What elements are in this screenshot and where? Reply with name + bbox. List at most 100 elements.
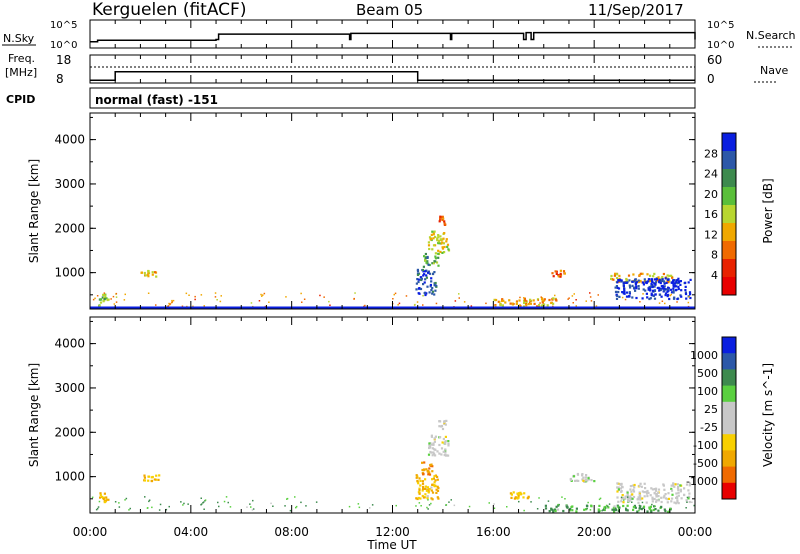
echo-cell: [438, 220, 441, 223]
echo-cell: [509, 492, 512, 495]
echo-cell: [559, 272, 562, 275]
echo-cell: [417, 496, 420, 500]
echo-cell: [660, 295, 663, 298]
echo-cell: [447, 454, 450, 457]
echo-cell: [442, 450, 445, 453]
echo-cell: [557, 504, 560, 507]
echo-cell: [115, 301, 118, 303]
echo-cell: [575, 479, 578, 482]
echo-cell: [540, 296, 542, 298]
echo-cell: [629, 495, 632, 498]
nsky-tick-low: 10^0: [50, 40, 77, 51]
echo-cell: [444, 423, 447, 426]
echo-cell: [642, 505, 646, 508]
echo-cell: [260, 293, 262, 296]
echo-cell: [98, 304, 101, 308]
echo-cell: [666, 501, 669, 504]
echo-cell: [436, 450, 439, 453]
echo-cell: [623, 499, 625, 501]
echo-cell: [99, 496, 102, 499]
echo-cell: [434, 252, 437, 255]
cpid-panel-frame: [89, 87, 696, 109]
echo-cell: [550, 301, 553, 305]
echo-cell: [631, 497, 634, 500]
echo-cell: [444, 223, 447, 226]
echo-cell: [516, 492, 519, 496]
echo-cell: [646, 495, 649, 498]
echo-cell: [631, 493, 634, 496]
echo-cell: [616, 482, 619, 485]
echo-cell: [559, 274, 563, 277]
echo-cell: [575, 305, 577, 307]
echo-cell: [168, 505, 170, 508]
echo-cell: [661, 287, 664, 290]
echo-cell: [305, 505, 307, 507]
echo-cell: [155, 474, 158, 477]
echo-cell: [105, 496, 108, 499]
echo-cell: [617, 486, 620, 489]
velocity-colorbar-label: Velocity [m s^-1]: [761, 363, 775, 467]
echo-cell: [364, 304, 366, 307]
echo-cell: [110, 298, 112, 300]
echo-cell: [416, 301, 419, 303]
echo-cell: [593, 480, 596, 483]
echo-cell: [617, 287, 621, 290]
echo-cell: [428, 504, 431, 506]
echo-cell: [544, 504, 547, 507]
echo-cell: [533, 302, 536, 305]
echo-cell: [673, 485, 676, 488]
echo-cell: [427, 270, 430, 273]
echo-cell: [124, 293, 126, 296]
colorbar-segment: [722, 401, 736, 419]
echo-cell: [664, 302, 666, 305]
echo-cell: [586, 479, 589, 482]
y-tick-label: 3000: [54, 381, 85, 395]
colorbar-segment: [722, 223, 736, 242]
echo-cell: [143, 474, 146, 477]
echo-cell: [220, 295, 222, 297]
echo-cell: [97, 506, 100, 508]
echo-cell: [115, 292, 118, 295]
colorbar-segment: [722, 151, 736, 170]
echo-cell: [428, 473, 432, 476]
power-ylabel: Slant Range [km]: [27, 159, 41, 263]
echo-cell: [444, 451, 447, 454]
echo-cell: [669, 294, 671, 297]
echo-cell: [447, 440, 450, 443]
velocity-colorbar: 1000 500 100 25 -25 -100 -500 -1000: [686, 336, 737, 500]
echo-cell: [99, 301, 103, 304]
echo-cell: [670, 487, 673, 490]
echo-cell: [649, 494, 652, 497]
echo-cell: [103, 292, 106, 294]
echo-cell: [637, 498, 640, 501]
echo-cell: [143, 271, 146, 275]
echo-cell: [431, 454, 434, 457]
echo-cell: [422, 295, 424, 297]
colorbar-segment: [722, 353, 736, 370]
echo-cell: [430, 502, 432, 505]
echo-cell: [624, 298, 627, 301]
colorbar-segment: [722, 385, 736, 403]
freq-label-line2: [MHz]: [5, 66, 37, 79]
echo-cell: [684, 289, 687, 292]
echo-cell: [424, 270, 427, 273]
echo-cell: [426, 495, 429, 498]
echo-cell: [666, 498, 669, 501]
echo-cell: [420, 505, 422, 507]
echo-cell: [263, 292, 266, 295]
echo-cell: [415, 505, 417, 507]
echo-cell: [421, 480, 424, 483]
echo-cell: [435, 285, 438, 288]
echo-cell: [648, 287, 652, 290]
echo-cell: [689, 296, 692, 300]
echo-cell: [687, 281, 690, 284]
echo-cell: [204, 499, 207, 501]
echo-cell: [437, 234, 440, 237]
echo-cell: [541, 300, 544, 303]
echo-cell: [103, 492, 106, 495]
echo-cell: [323, 296, 325, 298]
echo-cell: [675, 496, 678, 499]
echo-cell: [548, 298, 551, 302]
echo-cell: [510, 493, 513, 496]
echo-cell: [685, 483, 689, 486]
